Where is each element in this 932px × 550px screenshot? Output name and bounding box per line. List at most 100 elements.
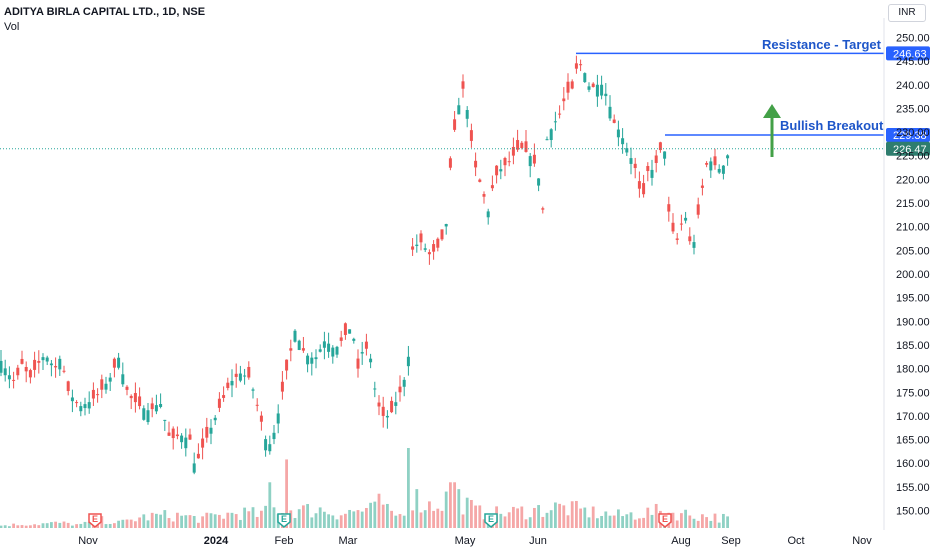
x-tick-label: Oct [787,535,804,547]
volume-bar [50,522,53,528]
candle-body [96,394,100,396]
candle-body [75,402,79,404]
volume-bar [100,516,104,528]
volume-bar [680,513,683,528]
volume-bar [369,502,372,528]
candle-body [503,157,507,166]
volume-bar [54,521,57,528]
volume-bar [457,489,461,528]
volume-bar [625,514,629,528]
candle-body [24,366,28,372]
candle-body [201,438,205,448]
y-tick-label: 210.00 [896,222,930,234]
volume-bar [377,493,381,528]
volume-bar [394,515,398,528]
volume-bar [113,523,116,528]
candle-body [457,105,461,115]
candle-body [495,165,499,176]
candle-body [646,166,650,172]
volume-bar [58,522,62,528]
candle-body [41,357,45,361]
y-tick-label: 180.00 [896,364,930,376]
volume-bar [121,519,125,528]
x-tick-label: 2024 [204,535,229,547]
candle-body [658,142,662,151]
y-tick-label: 160.00 [896,458,930,470]
candle-body [167,432,171,436]
candle-body [478,179,482,182]
y-tick-label: 205.00 [896,245,930,257]
y-tick-label: 195.00 [896,293,930,305]
earnings-marker [277,513,291,528]
volume-bar [507,512,511,528]
candle-body [62,370,66,372]
earnings-marker [88,513,102,528]
volume-bar [24,525,28,528]
volume-bar [83,521,87,528]
volume-bar [654,503,658,528]
volume-bar [386,503,389,528]
candle-body [268,444,272,452]
volume-bar [3,525,7,528]
volume-bar [566,515,570,528]
volume-bar [478,505,482,528]
volume-bar [696,520,700,528]
chart-title: ADITYA BIRLA CAPITAL LTD., 1D, NSE [4,6,206,18]
volume-bar [428,501,431,528]
volume-bar [713,513,717,528]
candle-body [541,208,545,210]
candle-body [402,379,406,387]
volume-bar [117,520,120,528]
candle-body [394,402,398,406]
candle-body [612,119,616,123]
candle-body [675,238,679,240]
candle-body [637,181,641,189]
volume-bar [617,509,620,528]
candle-body [444,224,448,227]
candle-body [7,375,11,380]
candle-body [129,395,133,399]
y-tick-label: 230.00 [896,127,930,139]
candle-body [285,359,289,371]
candle-body [427,252,431,255]
volume-bar [180,515,183,528]
resistance-target-label: Resistance - Target [762,37,881,52]
candlesticks [0,55,730,475]
x-tick-label: Jun [529,535,547,547]
candle-body [490,185,494,189]
candle-body [251,389,255,391]
volume-bar [234,514,238,528]
volume-bar [444,491,448,528]
volume-bar [29,525,32,528]
volume-bar [171,521,175,528]
y-tick-label: 215.00 [896,198,930,210]
candle-body [150,403,154,410]
candle-body [448,158,452,168]
volume-bar [570,501,574,528]
volume-bar [503,516,507,528]
currency-button[interactable]: INR [888,4,926,22]
y-tick-label: 235.00 [896,103,930,115]
candle-body [671,222,675,232]
candle-body [381,406,385,416]
volume-bar [125,519,129,528]
bullish-breakout-label: Bullish Breakout [780,118,884,133]
candle-body [297,340,301,350]
volume-bar [722,513,725,528]
volume-bar [239,519,242,528]
volume-bar [524,519,528,528]
candle-body [264,439,268,451]
candle-body [608,106,612,119]
volume-bar [268,482,272,528]
volume-bar [314,513,318,528]
price-tag-label: 226.47 [893,144,927,156]
candle-body [406,356,410,367]
candle-body [520,142,524,148]
volume-indicator-label[interactable]: Vol [4,21,20,33]
volume-bar [650,514,654,528]
y-tick-label: 200.00 [896,269,930,281]
volume-bar [419,512,423,528]
volume-bar [411,510,414,528]
volume-bar [705,517,708,528]
